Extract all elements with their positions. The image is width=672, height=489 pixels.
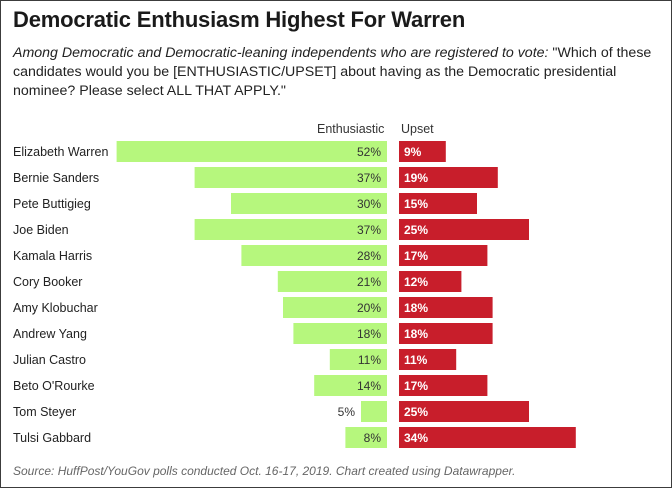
- upset-bar: [399, 219, 529, 240]
- column-header-enthusiastic: Enthusiastic: [317, 122, 385, 136]
- enthusiastic-value-label: 20%: [357, 301, 381, 315]
- upset-bar: [399, 245, 488, 266]
- category-label: Cory Booker: [13, 275, 82, 289]
- enthusiastic-value-label: 52%: [357, 145, 381, 159]
- enthusiastic-value-label: 11%: [358, 353, 381, 367]
- enthusiastic-value-label: 37%: [357, 223, 381, 237]
- subtitle-lead: Among Democratic and Democratic-leaning …: [13, 45, 549, 61]
- upset-value-label: 15%: [404, 197, 428, 211]
- enthusiastic-bar: [361, 401, 387, 422]
- enthusiastic-bar: [241, 245, 387, 266]
- upset-bar: [399, 167, 498, 188]
- upset-value-label: 34%: [404, 431, 428, 445]
- enthusiastic-bar: [314, 375, 387, 396]
- category-label: Kamala Harris: [13, 249, 92, 263]
- enthusiastic-value-label: 8%: [364, 431, 382, 445]
- enthusiastic-value-label: 28%: [357, 249, 381, 263]
- enthusiastic-bar: [329, 349, 387, 370]
- enthusiastic-bar: [194, 167, 387, 188]
- category-label: Tom Steyer: [13, 405, 76, 419]
- enthusiastic-value-label: 18%: [357, 327, 381, 341]
- subtitle-question: "Which of these candidates would you be …: [13, 45, 652, 99]
- enthusiastic-value-label: 5%: [338, 405, 356, 419]
- upset-bar: [399, 427, 576, 448]
- category-label: Tulsi Gabbard: [13, 431, 91, 445]
- upset-value-label: 12%: [404, 275, 428, 289]
- upset-bar: [399, 349, 457, 370]
- upset-value-label: 19%: [404, 171, 428, 185]
- upset-value-label: 18%: [404, 327, 428, 341]
- enthusiastic-bar: [116, 141, 387, 162]
- category-label: Julian Castro: [13, 353, 86, 367]
- upset-bar: [399, 141, 446, 162]
- upset-value-label: 25%: [404, 223, 428, 237]
- upset-value-label: 18%: [404, 301, 428, 315]
- enthusiastic-bar: [277, 271, 387, 292]
- upset-bar: [399, 375, 488, 396]
- enthusiastic-bar: [231, 193, 387, 214]
- upset-value-label: 17%: [404, 379, 428, 393]
- enthusiastic-bar: [194, 219, 387, 240]
- category-label: Pete Buttigieg: [13, 197, 91, 211]
- upset-value-label: 17%: [404, 249, 428, 263]
- category-label: Amy Klobuchar: [13, 301, 98, 315]
- upset-value-label: 9%: [404, 145, 422, 159]
- enthusiastic-value-label: 37%: [357, 171, 381, 185]
- upset-bar: [399, 193, 477, 214]
- enthusiastic-bar: [283, 297, 387, 318]
- chart-subtitle: Among Democratic and Democratic-leaning …: [13, 44, 653, 101]
- upset-value-label: 25%: [404, 405, 428, 419]
- enthusiastic-bar: [293, 323, 387, 344]
- enthusiastic-bar: [345, 427, 387, 448]
- enthusiastic-value-label: 30%: [357, 197, 381, 211]
- chart-title: Democratic Enthusiasm Highest For Warren: [13, 7, 466, 32]
- category-label: Andrew Yang: [13, 327, 87, 341]
- category-label: Bernie Sanders: [13, 171, 99, 185]
- upset-bar: [399, 297, 493, 318]
- column-header-upset: Upset: [401, 122, 434, 136]
- category-label: Joe Biden: [13, 223, 69, 237]
- chart-source: Source: HuffPost/YouGov polls conducted …: [13, 464, 516, 478]
- upset-bar: [399, 323, 493, 344]
- enthusiastic-value-label: 14%: [357, 379, 381, 393]
- upset-bar: [399, 401, 529, 422]
- category-label: Beto O'Rourke: [13, 379, 95, 393]
- upset-value-label: 11%: [404, 353, 428, 367]
- enthusiastic-value-label: 21%: [357, 275, 381, 289]
- category-label: Elizabeth Warren: [13, 145, 108, 159]
- upset-bar: [399, 271, 462, 292]
